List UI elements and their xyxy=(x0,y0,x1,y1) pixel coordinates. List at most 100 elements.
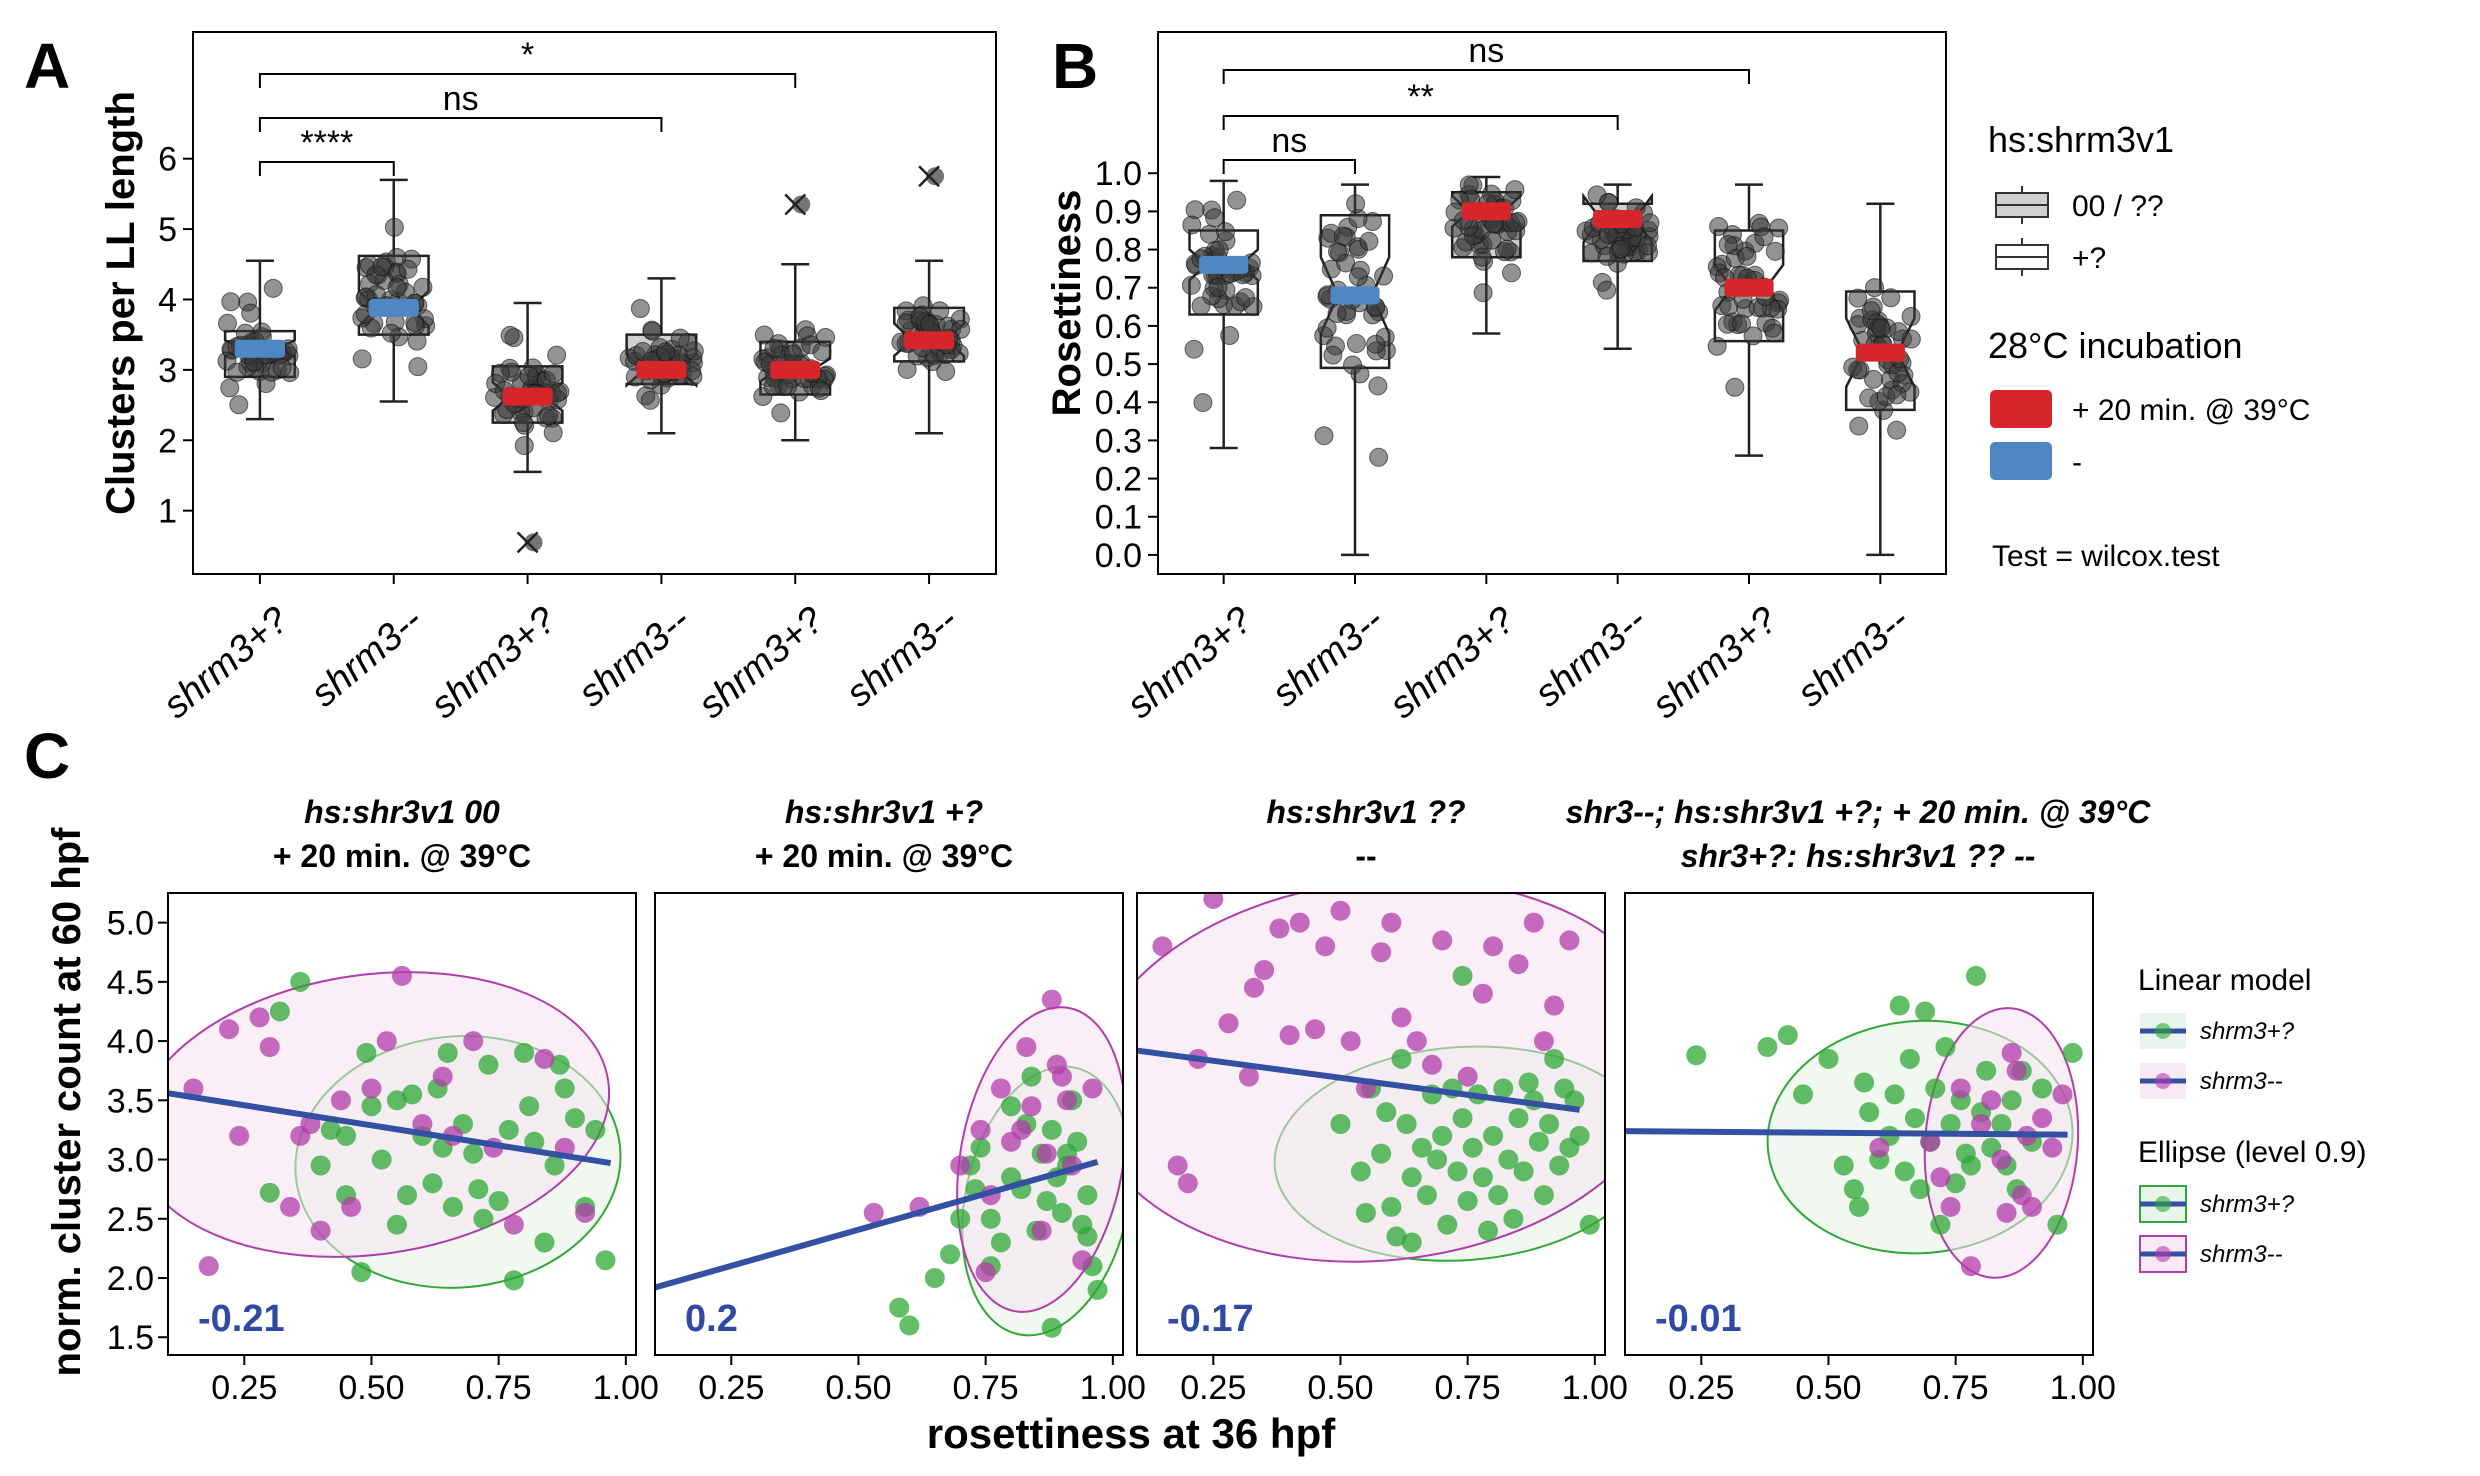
legend-key-heat xyxy=(1990,390,2052,428)
a-point-4-44 xyxy=(684,341,704,361)
facet-3-point-2-4 xyxy=(1203,893,1224,909)
legend-lm-title: Linear model xyxy=(2138,964,2311,997)
facet-4-point-1-9 xyxy=(1859,1102,1880,1123)
a-point-3-41 xyxy=(544,364,564,384)
legend-hs-item-1: 00 / ?? xyxy=(2072,190,2164,223)
facet-1-point-1-25 xyxy=(524,1131,545,1152)
panel-b-boxes: 0.00.10.20.30.40.50.60.70.80.91.0 shrm3+?… xyxy=(1095,69,1921,727)
a-outlier-cross-5-1 xyxy=(784,193,807,216)
a-point-3-29 xyxy=(513,413,533,433)
legend-ellipse-item-2: shrm3-- xyxy=(2200,1241,2283,1268)
facet-1-point-1-40 xyxy=(259,1182,280,1203)
facet-2-point-1-16 xyxy=(1041,1119,1062,1140)
panel-c-ylabel: norm. cluster count at 60 hpf xyxy=(45,827,89,1377)
facet-1-point-2-10 xyxy=(341,1196,362,1217)
b-point-5-30 xyxy=(1765,241,1785,261)
b-point-1-34 xyxy=(1199,224,1219,244)
facet-4-point-1-3 xyxy=(1777,1025,1798,1046)
facet-4-point-2-15 xyxy=(2042,1137,2063,1158)
b-point-4-44 xyxy=(1640,213,1660,233)
b-median-1 xyxy=(1199,255,1249,274)
facet-2-point-1-23 xyxy=(1077,1185,1098,1206)
a-box-group-3 xyxy=(485,301,570,554)
a-xtick-label-1: shrm3+? xyxy=(156,598,298,726)
facet-4-point-1-29 xyxy=(1991,1114,2012,1134)
facet-1-correlation: -0.21 xyxy=(198,1298,285,1340)
b-box-group-5 xyxy=(1707,183,1790,457)
facet-3-point-2-1 xyxy=(1152,936,1173,957)
facet-plot-area-2 xyxy=(655,989,1123,1338)
facet-4-point-1-2 xyxy=(1757,1037,1778,1057)
a-point-3-32 xyxy=(519,366,539,386)
b-ytick-label-3: 0.3 xyxy=(1095,422,1142,460)
facet-1-point-1-7 xyxy=(361,1096,382,1117)
legend-treatment: hs:shrm3v1 00 / ?? +? 28°C incubation + … xyxy=(1988,119,2310,573)
b-point-6-38 xyxy=(1859,388,1879,408)
a-point-1-46 xyxy=(263,278,283,298)
a-xtick-label-6: shrm3-- xyxy=(839,599,966,715)
legend-ellipse-item-1: shrm3+? xyxy=(2200,1191,2295,1218)
facet-4: -0.01 0.25 0.50 0.75 1.00 xyxy=(1624,892,2116,1407)
facet-4-point-2-10 xyxy=(2006,1060,2027,1081)
facet-3-point-1-13 xyxy=(1437,1214,1458,1235)
facet-3-point-1-20 xyxy=(1472,1167,1493,1188)
legend-key-grey-box xyxy=(1995,186,2049,224)
facet-4-point-1-1 xyxy=(1686,1045,1707,1066)
facet-3-point-2-12 xyxy=(1315,936,1336,957)
facet-3-point-1-8 xyxy=(1401,1167,1422,1188)
facet-4-point-1-13 xyxy=(1894,1161,1915,1182)
facet-3-xtick-label-4: 1.00 xyxy=(1562,1369,1628,1407)
b-point-1-11 xyxy=(1220,325,1240,345)
b-point-6-45 xyxy=(1901,329,1921,349)
b-point-6-2 xyxy=(1849,416,1869,436)
a-xtick-label-4: shrm3-- xyxy=(571,599,698,715)
a-point-6-34 xyxy=(930,301,950,321)
a-point-2-46 xyxy=(372,257,392,277)
facet-1-point-2-5 xyxy=(259,1037,280,1057)
panel-b-frame xyxy=(1157,31,1947,575)
facet-2-point-1-8 xyxy=(980,1208,1001,1229)
b-box-group-4 xyxy=(1576,183,1660,351)
a-point-1-27 xyxy=(221,292,241,312)
facet-4-point-1-20 xyxy=(1935,1037,1956,1057)
b-box-group-3 xyxy=(1444,175,1528,335)
facet-2-point-1-27 xyxy=(1001,1096,1022,1117)
facet-4-xtick-label-1: 0.25 xyxy=(1668,1369,1734,1407)
b-point-5-27 xyxy=(1725,377,1745,397)
legend-incubation-item-1: + 20 min. @ 39°C xyxy=(2072,394,2310,427)
facet-4-point-2-18 xyxy=(1996,1202,2017,1223)
facet-2-point-1-3 xyxy=(924,1268,945,1288)
facet-1-point-1-39 xyxy=(549,1054,570,1075)
b-point-4-32 xyxy=(1587,185,1607,205)
facet-2-point-2-17 xyxy=(1082,1078,1103,1099)
b-ytick-label-4: 0.4 xyxy=(1095,384,1142,422)
a-box-group-6 xyxy=(891,165,971,435)
facet-3-ellipse-2 xyxy=(1137,893,1605,1263)
facet-3-point-1-21 xyxy=(1478,1220,1498,1241)
facet-3-frame xyxy=(1136,892,1606,1356)
b-median-4 xyxy=(1593,210,1643,229)
legend-hs-item-2: +? xyxy=(2072,242,2106,275)
facet-4-point-1-5 xyxy=(1818,1048,1839,1069)
b-xtick-label-1: shrm3+? xyxy=(1119,598,1261,726)
panel-b-significance: ns ** ns xyxy=(1271,32,1504,160)
facet-1-point-1-20 xyxy=(478,1054,499,1075)
facet-1-point-1-33 xyxy=(386,1214,407,1235)
facet-3-point-2-10 xyxy=(1289,912,1310,933)
panel-a-ylabel: Clusters per LL length xyxy=(99,91,143,515)
legend-scatter: Linear model shrm3+? shrm3-- Ellipse (le… xyxy=(2138,964,2366,1273)
b-point-5-39 xyxy=(1764,323,1784,343)
facet-1-point-1-38 xyxy=(336,1125,357,1146)
a-xtick-label-3: shrm3+? xyxy=(423,598,565,726)
facet-1-point-1-22 xyxy=(498,1119,519,1140)
b-point-2-28 xyxy=(1366,334,1386,354)
facet-3-point-1-29 xyxy=(1528,1131,1549,1152)
b-median-6 xyxy=(1855,343,1905,362)
panel-c-ytick-label-1: 1.5 xyxy=(107,1319,154,1357)
a-point-5-27 xyxy=(771,403,791,423)
b-point-5-28 xyxy=(1754,227,1774,247)
facet-2-point-1-9 xyxy=(990,1232,1011,1253)
facet-2-point-2-20 xyxy=(1036,1143,1057,1164)
facet-plot-area-1 xyxy=(168,965,622,1291)
